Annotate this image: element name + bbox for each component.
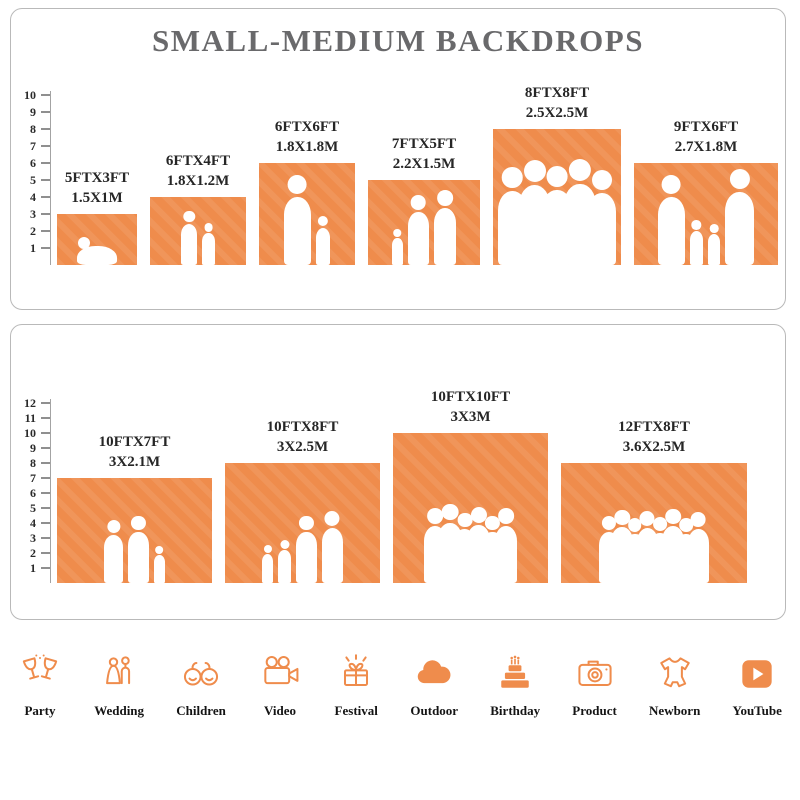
category-label: YouTube	[732, 703, 782, 718]
backdrop-size-label: 12FTX8FT 3.6X2.5M	[618, 419, 690, 455]
backdrop-bar	[634, 163, 778, 265]
category-label: Wedding	[94, 703, 145, 718]
category-party: Party	[18, 652, 62, 719]
category-label: Birthday	[490, 703, 541, 718]
top-bars: 5FTX3FT 1.5X1M 6FTX4FT 1.8X1.2M	[57, 84, 778, 266]
category-label: Party	[24, 703, 56, 718]
person-silhouette	[278, 540, 292, 584]
backdrop-size-label: 6FTX4FT 1.8X1.2M	[165, 153, 231, 189]
backdrop-bar	[259, 163, 355, 265]
person-silhouette	[708, 224, 721, 265]
backdrop-bar	[150, 197, 246, 266]
category-label: Product	[572, 703, 617, 718]
person-silhouette	[433, 190, 457, 265]
category-video: Video	[258, 652, 302, 719]
person-silhouette	[689, 220, 704, 265]
backdrop-size-label: 6FTX6FT 1.8X1.8M	[274, 119, 340, 155]
festival-icon	[334, 652, 378, 696]
backdrop-size-label: 8FTX8FT 2.5X2.5M	[524, 85, 590, 121]
ft-ruler-bottom: 1 2 3 4 5 6 7 8 9 10 11 12	[21, 396, 51, 583]
backdrop-bar	[368, 180, 480, 265]
backdrop-size-label: 10FTX10FT 3X3M	[430, 389, 511, 425]
backdrop-bar	[493, 129, 621, 266]
person-silhouette	[104, 520, 124, 583]
outdoor-icon	[412, 652, 456, 696]
person-silhouette	[202, 223, 215, 266]
top-chart-area: 1 2 3 4 5 6 7 8 9 10 5FTX3FT 1.5X1M 6FTX4FT 1.8X1…	[19, 65, 778, 266]
backdrop-bar-group: 9FTX6FT 2.7X1.8M	[634, 118, 778, 265]
backdrop-size-label: 5FTX3FT 1.5X1M	[64, 170, 130, 206]
category-outdoor: Outdoor	[410, 652, 458, 719]
backdrop-bar-group: 6FTX6FT 1.8X1.8M	[259, 118, 355, 265]
backdrop-bar	[225, 463, 380, 584]
category-label: Video	[264, 703, 297, 718]
person-silhouette	[321, 511, 344, 583]
backdrop-bar-group: 7FTX5FT 2.2X1.5M	[368, 135, 480, 265]
category-newborn: Newborn	[649, 652, 700, 719]
category-festival: Festival	[334, 652, 378, 719]
category-children: Children	[176, 652, 226, 719]
person-silhouette	[261, 545, 274, 584]
category-youtube: YouTube	[733, 652, 782, 719]
person-silhouette	[494, 508, 518, 583]
video-icon	[258, 652, 302, 696]
backdrop-bar-group: 10FTX10FT 3X3M	[393, 388, 548, 583]
backdrop-bar-group: 10FTX7FT 3X2.1M	[57, 433, 212, 584]
backdrop-bar-group: 12FTX8FT 3.6X2.5M	[561, 418, 747, 584]
category-wedding: Wedding	[94, 652, 144, 719]
newborn-icon	[653, 652, 697, 696]
person-silhouette	[181, 211, 198, 266]
bottom-bars: 10FTX7FT 3X2.1M 10FTX8FT 3X2.5M	[57, 388, 747, 584]
backdrop-bar	[57, 478, 212, 584]
medium-large-panel: 1 2 3 4 5 6 7 8 9 10 11 12 10FTX7FT 3X2.1M 10	[10, 324, 786, 620]
category-row: Party Wedding	[0, 652, 800, 719]
birthday-icon	[493, 652, 537, 696]
category-label: Festival	[334, 703, 378, 718]
party-icon	[18, 652, 62, 696]
person-silhouette	[725, 169, 754, 265]
bottom-chart-area: 1 2 3 4 5 6 7 8 9 10 11 12 10FTX7FT 3X2.1M 10	[19, 353, 777, 584]
backdrop-bar	[393, 433, 548, 583]
person-silhouette	[283, 175, 311, 265]
backdrop-size-label: 9FTX6FT 2.7X1.8M	[673, 119, 739, 155]
person-silhouette	[128, 516, 149, 584]
page-title: SMALL-MEDIUM BACKDROPS	[152, 23, 644, 58]
backdrop-bar-group: 10FTX8FT 3X2.5M	[225, 418, 380, 584]
category-label: Children	[176, 703, 226, 718]
backdrop-bar-group: 5FTX3FT 1.5X1M	[57, 169, 137, 265]
backdrop-bar-group: 8FTX8FT 2.5X2.5M	[493, 84, 621, 266]
backdrop-size-label: 10FTX7FT 3X2.1M	[98, 434, 171, 470]
category-product: Product	[572, 652, 617, 719]
youtube-icon	[735, 652, 779, 696]
backdrop-bar-group: 6FTX4FT 1.8X1.2M	[150, 152, 246, 266]
backdrop-size-label: 7FTX5FT 2.2X1.5M	[391, 136, 457, 172]
category-label: Newborn	[649, 703, 701, 718]
person-silhouette	[587, 170, 617, 266]
person-silhouette	[391, 229, 403, 265]
children-icon	[179, 652, 223, 696]
ft-ruler-top: 1 2 3 4 5 6 7 8 9 10	[21, 88, 51, 265]
backdrop-bar	[57, 214, 137, 265]
person-silhouette	[407, 195, 429, 265]
person-silhouette	[315, 216, 331, 265]
category-birthday: Birthday	[490, 652, 540, 719]
small-medium-panel: SMALL-MEDIUM BACKDROPS 1 2 3 4 5 6 7 8 9 10 5FTX3…	[10, 8, 786, 310]
category-label: Outdoor	[410, 703, 459, 718]
wedding-icon	[97, 652, 141, 696]
person-silhouette	[153, 546, 165, 583]
person-silhouette	[687, 512, 710, 583]
person-silhouette	[77, 235, 117, 265]
person-silhouette	[296, 516, 317, 584]
backdrop-bar	[561, 463, 747, 584]
product-icon	[573, 652, 617, 696]
person-silhouette	[657, 175, 685, 265]
backdrop-size-label: 10FTX8FT 3X2.5M	[266, 419, 339, 455]
